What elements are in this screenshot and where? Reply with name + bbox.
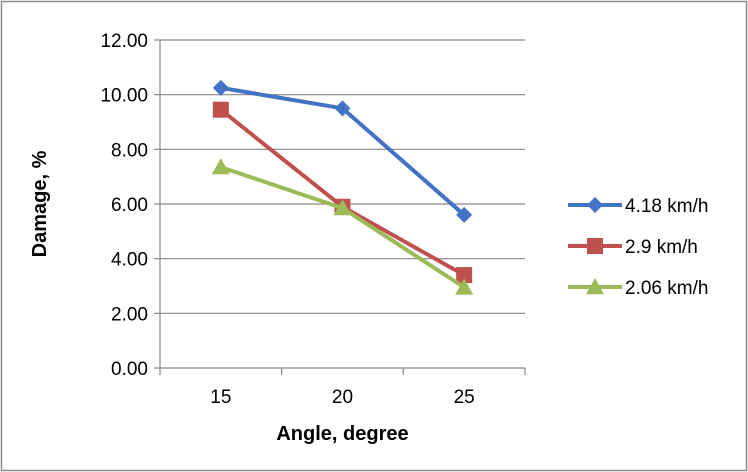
y-tick-label: 12.00: [100, 31, 148, 52]
x-tick-labels: 15 20 25: [210, 387, 474, 408]
legend-marker: [587, 238, 603, 254]
axes: [154, 39, 526, 375]
y-tick-label: 0.00: [111, 359, 148, 380]
legend-label: 2.9 km/h: [625, 237, 698, 258]
y-tick-label: 4.00: [111, 250, 148, 271]
y-tick-label: 2.00: [111, 304, 148, 325]
legend-label: 2.06 km/h: [625, 278, 708, 299]
data-point: [212, 101, 229, 118]
legend-item: 2.06 km/h: [568, 278, 708, 299]
y-tick-labels: 0.00 2.00 4.00 6.00 8.00 10.00 12.00: [100, 31, 148, 380]
series-1: [212, 79, 473, 223]
x-tick-label: 15: [210, 387, 231, 408]
legend-marker: [586, 278, 604, 295]
data-point: [211, 158, 230, 175]
x-axis-title: Angle, degree: [276, 423, 408, 445]
y-tick-label: 8.00: [111, 140, 148, 161]
data-point: [212, 79, 229, 96]
legend: 4.18 km/h 2.9 km/h 2.06 km/h: [568, 196, 708, 299]
y-tick-label: 10.00: [100, 86, 148, 107]
y-tick-label: 6.00: [111, 195, 148, 216]
x-tick-label: 25: [454, 387, 475, 408]
legend-item: 4.18 km/h: [568, 196, 708, 217]
series-group: [211, 79, 474, 295]
series-3: [211, 158, 474, 295]
data-point: [333, 199, 352, 216]
data-point: [456, 206, 473, 223]
data-point: [334, 100, 351, 117]
data-point: [455, 278, 474, 295]
legend-marker: [587, 197, 603, 213]
y-axis-title: Damage, %: [29, 150, 51, 257]
legend-item: 2.9 km/h: [568, 237, 698, 258]
legend-label: 4.18 km/h: [625, 196, 708, 217]
data-point: [456, 267, 473, 284]
x-tick-label: 20: [332, 387, 353, 408]
